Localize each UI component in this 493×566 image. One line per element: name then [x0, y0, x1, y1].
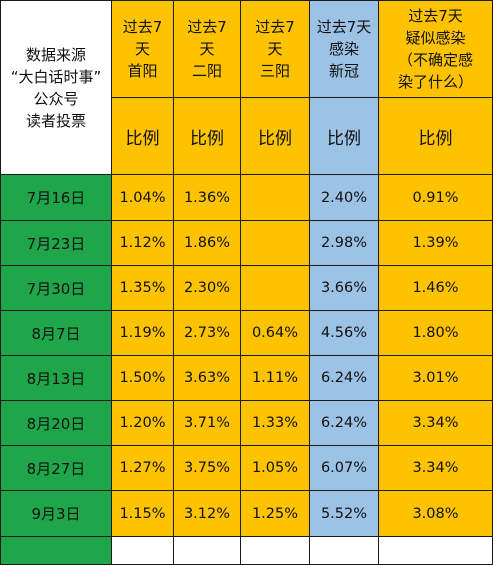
date-cell: 7月16日 — [0, 174, 112, 221]
source-label-line: “大白话时事” — [10, 67, 102, 86]
header-third-positive: 过去7 天 三阳 — [240, 0, 310, 98]
value-cell: 1.39% — [378, 220, 493, 266]
header-line: 天 — [199, 40, 215, 58]
value-cell: 3.01% — [378, 355, 493, 401]
header-line: 首阳 — [127, 62, 158, 80]
empty-cell — [240, 536, 310, 565]
header-line: 过去7 — [122, 18, 163, 36]
value-cell: 1.46% — [378, 265, 493, 311]
value-cell: 0.91% — [378, 174, 493, 221]
header-line: 天 — [134, 40, 150, 58]
header-line: 过去7天 — [408, 7, 463, 25]
value-cell: 1.11% — [240, 355, 310, 401]
value-cell: 1.04% — [111, 174, 174, 221]
value-cell: 1.27% — [111, 445, 174, 491]
value-cell: 2.30% — [173, 265, 241, 311]
value-cell: 1.19% — [111, 310, 174, 356]
date-cell: 9月3日 — [0, 490, 112, 537]
subheader-ratio: 比例 — [111, 97, 174, 175]
value-cell: 1.80% — [378, 310, 493, 356]
value-cell: 6.24% — [309, 355, 379, 401]
value-cell — [240, 220, 310, 266]
subheader-ratio: 比例 — [309, 97, 379, 175]
value-cell: 3.12% — [173, 490, 241, 537]
date-cell: 8月7日 — [0, 310, 112, 356]
header-line: 过去7 — [187, 18, 227, 36]
table-row: 9月3日 1.15% 3.12% 1.25% 5.52% 3.08% — [0, 490, 493, 537]
value-cell: 3.75% — [173, 445, 241, 491]
empty-cell — [111, 536, 174, 565]
source-label-line: 数据来源 — [25, 45, 86, 64]
value-cell — [240, 265, 310, 311]
header-line: 过去7天 — [316, 18, 372, 36]
date-cell: 8月13日 — [0, 355, 112, 401]
header-line: 二阳 — [191, 62, 222, 80]
value-cell: 2.73% — [173, 310, 241, 356]
date-cell: 7月30日 — [0, 265, 112, 311]
header-line: 疑似感染 — [405, 29, 466, 47]
value-cell: 3.63% — [173, 355, 241, 401]
header-line: 三阳 — [259, 62, 290, 80]
subheader-ratio: 比例 — [240, 97, 310, 175]
header-line: （不确定感 — [397, 51, 473, 69]
header-line: 染了什么） — [397, 73, 473, 91]
header-line: 过去7 — [255, 18, 295, 36]
table-row: 7月30日 1.35% 2.30% 3.66% 1.46% — [0, 265, 493, 311]
value-cell: 1.15% — [111, 490, 174, 537]
subheader-row: 比例 比例 比例 比例 比例 — [1, 97, 493, 175]
value-cell: 3.34% — [378, 445, 493, 491]
source-label-cell: 数据来源 “大白话时事” 公众号 读者投票 — [0, 0, 112, 175]
value-cell: 2.40% — [309, 174, 379, 221]
empty-cell — [378, 536, 493, 565]
table-row: 7月16日 1.04% 1.36% 2.40% 0.91% — [0, 174, 493, 221]
value-cell: 1.86% — [173, 220, 241, 266]
source-label-line: 公众号 — [33, 89, 79, 108]
value-cell: 1.36% — [173, 174, 241, 221]
date-cell: 7月23日 — [0, 220, 112, 266]
source-label-line: 读者投票 — [25, 111, 86, 130]
value-cell: 3.71% — [173, 400, 241, 446]
value-cell: 4.56% — [309, 310, 379, 356]
header-line: 新冠 — [328, 62, 359, 80]
value-cell: 6.24% — [309, 400, 379, 446]
header-covid-infection: 过去7天 感染 新冠 — [309, 0, 379, 98]
empty-cell — [173, 536, 241, 565]
value-cell: 1.05% — [240, 445, 310, 491]
value-cell: 1.25% — [240, 490, 310, 537]
table-row: 8月7日 1.19% 2.73% 0.64% 4.56% 1.80% — [0, 310, 493, 356]
value-cell: 3.34% — [378, 400, 493, 446]
value-cell: 1.33% — [240, 400, 310, 446]
header-line: 感染 — [328, 40, 359, 58]
subheader-ratio: 比例 — [378, 97, 493, 175]
value-cell: 3.08% — [378, 490, 493, 537]
date-cell: 8月27日 — [0, 445, 112, 491]
value-cell: 5.52% — [309, 490, 379, 537]
table-row: 7月23日 1.12% 1.86% 2.98% 1.39% — [0, 220, 493, 266]
date-cell-empty — [0, 536, 112, 565]
empty-row — [0, 536, 493, 565]
table-row: 8月20日 1.20% 3.71% 1.33% 6.24% 3.34% — [0, 400, 493, 446]
value-cell: 3.66% — [309, 265, 379, 311]
value-cell: 1.50% — [111, 355, 174, 401]
value-cell: 6.07% — [309, 445, 379, 491]
date-cell: 8月20日 — [0, 400, 112, 446]
value-cell: 0.64% — [240, 310, 310, 356]
table-row: 8月27日 1.27% 3.75% 1.05% 6.07% 3.34% — [0, 445, 493, 491]
value-cell: 2.98% — [309, 220, 379, 266]
header-first-positive: 过去7 天 首阳 — [111, 0, 174, 98]
value-cell: 1.35% — [111, 265, 174, 311]
value-cell: 1.12% — [111, 220, 174, 266]
table-row: 8月13日 1.50% 3.63% 1.11% 6.24% 3.01% — [0, 355, 493, 401]
header-row: 数据来源 “大白话时事” 公众号 读者投票 过去7 天 首阳 过去7 天 二阳 … — [0, 0, 493, 175]
empty-cell — [309, 536, 379, 565]
header-second-positive: 过去7 天 二阳 — [173, 0, 241, 98]
header-suspected-infection: 过去7天 疑似感染 （不确定感 染了什么） — [378, 0, 493, 98]
header-line: 天 — [267, 40, 283, 58]
value-cell — [240, 174, 310, 221]
value-cell: 1.20% — [111, 400, 174, 446]
subheader-ratio: 比例 — [173, 97, 241, 175]
